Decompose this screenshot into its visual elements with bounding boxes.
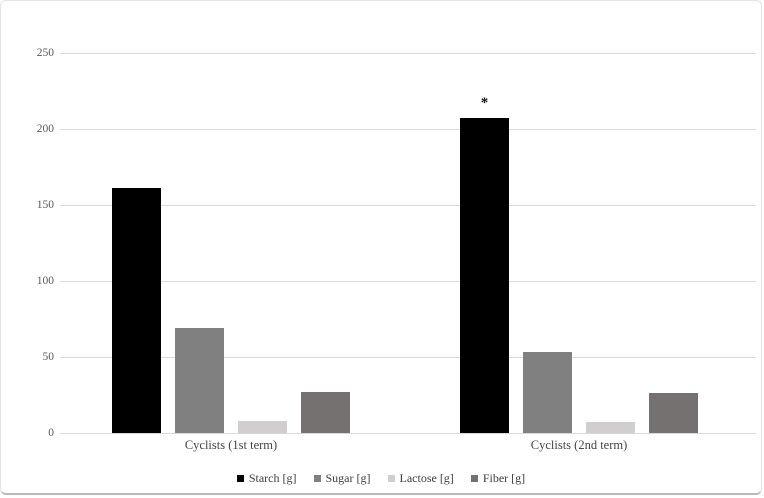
y-tick-label: 150 [36,199,54,211]
bar-sugar-group1 [175,328,224,433]
legend-swatch-icon [313,475,321,482]
legend-label: Fiber [g] [482,471,526,485]
bar-starch-group1 [112,188,161,433]
gridline [60,281,756,282]
legend-swatch-icon [470,475,478,482]
gridline [60,357,756,358]
y-tick-label: 200 [36,123,54,135]
bar-sugar-group2 [523,352,572,433]
y-tick-label: 0 [48,427,54,439]
legend-item: Fiber [g] [470,471,526,486]
y-tick-label: 50 [42,351,55,363]
bar-starch-group2 [460,118,509,433]
legend-item: Starch [g] [236,471,297,486]
gridline [60,433,756,434]
legend-item: Lactose [g] [387,471,454,486]
legend: Starch [g] Sugar [g] Lactose [g] Fiber [g] [1,471,761,486]
legend-swatch-icon [387,475,395,482]
significance-asterisk: * [480,95,489,112]
legend-item: Sugar [g] [313,471,371,486]
legend-label: Lactose [g] [399,471,454,485]
y-tick-label: 250 [36,47,54,59]
bar-fiber-group1 [301,391,350,433]
legend-label: Sugar [g] [325,471,371,485]
bar-lactose-group1 [238,420,287,433]
gridline [60,129,756,130]
gridline [60,53,756,54]
category-label: Cyclists (1st term) [184,438,278,452]
bar-fiber-group2 [649,393,698,433]
gridline [60,205,756,206]
legend-label: Starch [g] [248,471,297,485]
y-tick-label: 100 [36,275,54,287]
legend-swatch-icon [236,475,244,482]
bar-lactose-group2 [586,422,635,433]
category-label: Cyclists (2nd term) [530,438,628,452]
